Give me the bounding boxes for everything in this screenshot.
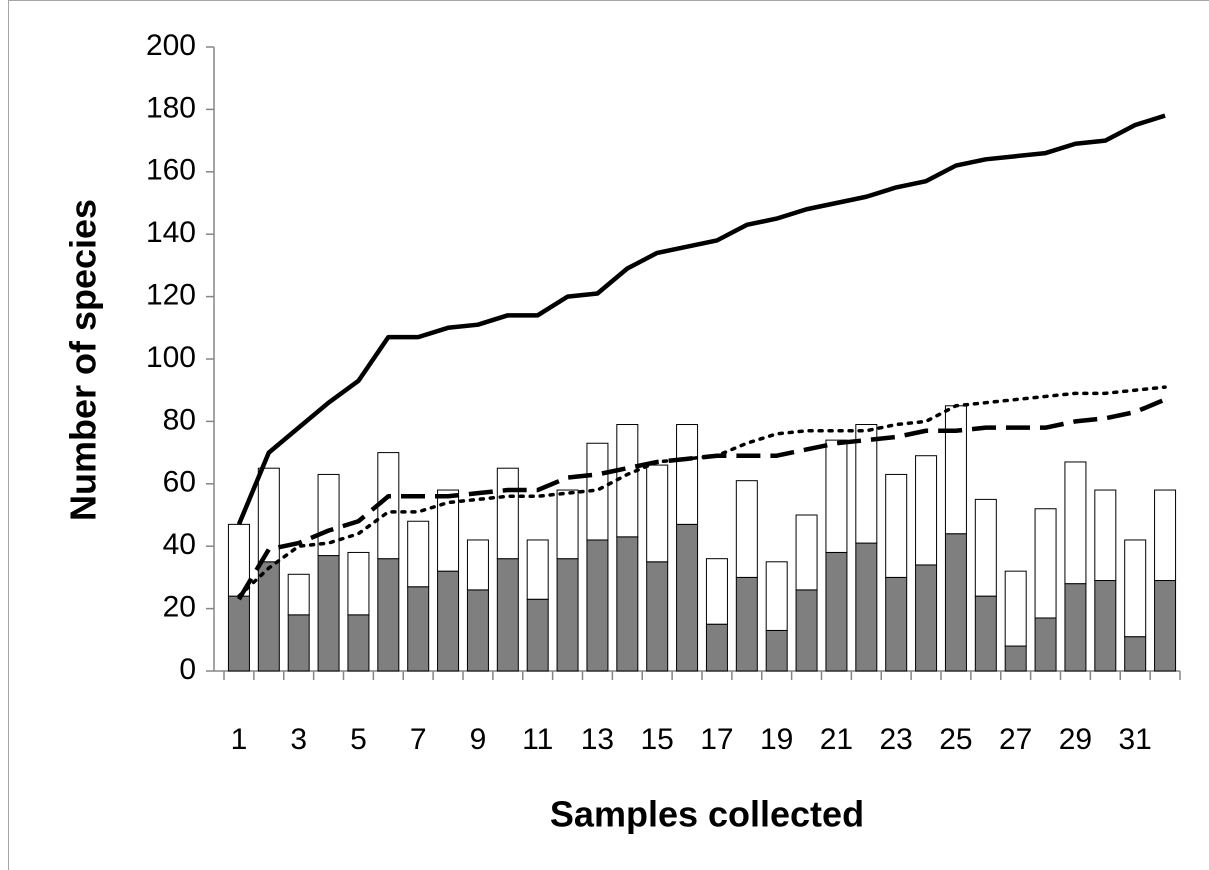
bar <box>915 455 938 566</box>
bar <box>377 558 400 672</box>
line <box>237 397 1166 601</box>
bar <box>765 561 788 631</box>
bar <box>885 473 908 578</box>
bar <box>944 405 967 535</box>
bar <box>1004 645 1027 672</box>
bar <box>705 623 728 672</box>
bar <box>586 442 609 541</box>
bar <box>616 424 639 538</box>
bar <box>257 561 280 672</box>
x-tick-label: 9 <box>470 723 487 756</box>
bar <box>287 614 310 672</box>
x-tick-label: 17 <box>700 723 733 756</box>
y-tick-label: 0 <box>179 653 196 686</box>
bar <box>825 439 848 553</box>
x-axis-title: Samples collected <box>550 794 864 835</box>
bar <box>646 464 669 563</box>
bar <box>765 629 788 672</box>
bar <box>676 523 699 672</box>
bar <box>1124 636 1147 672</box>
y-tick-label: 200 <box>146 29 196 62</box>
x-tick-label: 15 <box>641 723 674 756</box>
bar <box>437 570 460 672</box>
y-axis-title: Number of species <box>63 199 104 521</box>
bar <box>885 576 908 672</box>
x-tick-label: 21 <box>820 723 853 756</box>
bar <box>735 480 758 578</box>
bar <box>944 533 967 672</box>
x-tick-label: 5 <box>350 723 367 756</box>
bar <box>1004 570 1027 647</box>
bar <box>466 589 489 672</box>
bar <box>1034 508 1057 619</box>
x-tick-label: 1 <box>231 723 248 756</box>
bar <box>1064 461 1087 585</box>
x-tick-label: 29 <box>1059 723 1092 756</box>
x-tick-label: 27 <box>999 723 1032 756</box>
x-tick-label: 23 <box>880 723 913 756</box>
x-tick-label: 7 <box>410 723 427 756</box>
x-tick-label: 25 <box>939 723 972 756</box>
bar <box>526 539 549 600</box>
bar <box>317 473 340 557</box>
y-tick-label: 40 <box>163 528 196 561</box>
x-tick-label: 31 <box>1119 723 1152 756</box>
x-tick-label: 3 <box>290 723 307 756</box>
bar <box>586 539 609 672</box>
bar <box>347 614 370 672</box>
bar <box>1154 489 1177 582</box>
line <box>237 385 1167 598</box>
bar <box>646 561 669 672</box>
bar <box>1094 580 1117 672</box>
bar <box>407 520 430 588</box>
bar <box>437 489 460 572</box>
bar <box>496 467 519 560</box>
bar <box>347 551 370 616</box>
bar <box>556 489 579 560</box>
y-tick-label: 80 <box>163 403 196 436</box>
bar <box>1124 539 1147 638</box>
bar <box>466 539 489 591</box>
bar <box>526 598 549 672</box>
bar <box>377 452 400 560</box>
bar <box>795 514 818 591</box>
bar <box>317 555 340 672</box>
x-tick-label: 19 <box>760 723 793 756</box>
bar <box>1154 580 1177 672</box>
bar <box>1064 583 1087 672</box>
bar <box>705 558 728 625</box>
bar <box>227 595 250 672</box>
bar <box>1034 617 1057 672</box>
y-tick-label: 140 <box>146 216 196 249</box>
bar <box>1094 489 1117 582</box>
bar <box>407 586 430 672</box>
y-tick-label: 180 <box>146 91 196 124</box>
bar <box>855 542 878 672</box>
y-tick-label: 120 <box>146 279 196 312</box>
line <box>236 113 1166 526</box>
bar <box>287 573 310 616</box>
bar <box>257 467 280 563</box>
y-tick-label: 20 <box>163 591 196 624</box>
bar <box>795 589 818 672</box>
bar <box>974 595 997 672</box>
bar <box>735 576 758 672</box>
bar <box>676 424 699 525</box>
y-tick-label: 160 <box>146 154 196 187</box>
bar <box>855 424 878 544</box>
bar <box>915 564 938 672</box>
y-tick-label: 100 <box>146 341 196 374</box>
x-tick-label: 13 <box>581 723 614 756</box>
x-tick-label: 11 <box>522 723 553 756</box>
bar <box>974 498 997 597</box>
y-tick-label: 60 <box>163 466 196 499</box>
bar <box>825 551 848 672</box>
bar <box>616 536 639 672</box>
frame <box>8 0 1209 870</box>
bar <box>496 558 519 672</box>
bar <box>556 558 579 672</box>
